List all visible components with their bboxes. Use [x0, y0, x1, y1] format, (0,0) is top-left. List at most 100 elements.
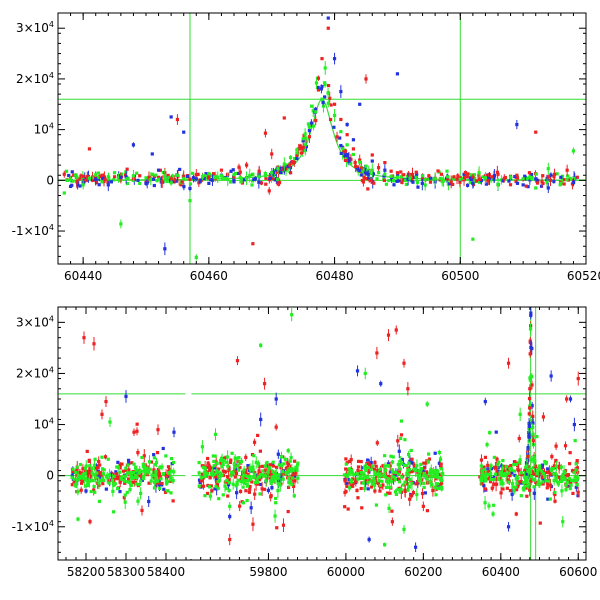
- data-point: [530, 374, 534, 379]
- data-point: [158, 474, 162, 479]
- data-point: [345, 143, 349, 147]
- data-point: [171, 174, 175, 178]
- data-point: [205, 472, 209, 476]
- data-point: [431, 488, 435, 493]
- data-point: [562, 182, 566, 186]
- data-point: [407, 452, 411, 457]
- data-point: [527, 423, 532, 427]
- data-point: [387, 485, 392, 489]
- data-point: [416, 185, 420, 189]
- data-point: [161, 446, 165, 451]
- data-point: [479, 458, 484, 462]
- data-point: [511, 485, 515, 489]
- data-point: [152, 177, 156, 181]
- data-point: [165, 489, 169, 493]
- data-point: [437, 473, 442, 477]
- data-point: [286, 485, 291, 489]
- data-point: [389, 470, 393, 474]
- data-point: [385, 491, 390, 495]
- data-point: [481, 175, 485, 179]
- data-point: [152, 453, 156, 457]
- data-point: [163, 490, 168, 494]
- data-point: [263, 171, 267, 176]
- data-point: [323, 66, 327, 70]
- data-point: [564, 483, 568, 487]
- data-point: [534, 130, 538, 134]
- data-point: [200, 464, 204, 468]
- data-point: [64, 169, 69, 173]
- data-point: [71, 469, 75, 473]
- data-point: [332, 125, 336, 129]
- data-point: [362, 476, 366, 480]
- data-point: [197, 478, 202, 482]
- data-point: [129, 483, 133, 487]
- data-point: [525, 486, 529, 490]
- data-point: [554, 458, 558, 463]
- data-point: [513, 460, 517, 464]
- y-tick-label: -1×104: [12, 519, 54, 534]
- data-point: [229, 169, 233, 173]
- data-point: [293, 459, 297, 463]
- data-point: [528, 467, 532, 472]
- data-point: [251, 242, 255, 246]
- data-point: [575, 459, 579, 463]
- data-point: [519, 471, 523, 475]
- data-point: [505, 478, 509, 482]
- data-point: [152, 183, 156, 188]
- data-point: [548, 178, 553, 182]
- data-point: [207, 181, 211, 185]
- data-point: [314, 107, 318, 111]
- data-point: [123, 173, 128, 177]
- data-point: [281, 477, 285, 481]
- data-point: [115, 477, 119, 481]
- data-point: [343, 505, 347, 509]
- data-point: [136, 178, 140, 182]
- data-point: [172, 180, 176, 184]
- data-point: [97, 481, 101, 485]
- data-point: [131, 143, 136, 147]
- data-point: [295, 151, 299, 155]
- data-point: [494, 465, 499, 469]
- data-point: [169, 456, 174, 461]
- data-point: [288, 459, 292, 463]
- data-point: [261, 473, 265, 477]
- data-point: [233, 456, 237, 460]
- data-point: [118, 489, 122, 494]
- data-point: [508, 467, 512, 471]
- data-point: [351, 152, 356, 157]
- data-point: [534, 186, 538, 190]
- data-point: [312, 124, 316, 128]
- data-point: [124, 394, 128, 399]
- data-point: [368, 176, 373, 181]
- data-point: [68, 184, 73, 189]
- data-point: [106, 457, 110, 461]
- data-point: [274, 501, 278, 505]
- data-point: [62, 191, 66, 195]
- data-point: [530, 404, 534, 408]
- data-point: [224, 460, 229, 464]
- data-point: [231, 482, 235, 486]
- data-point: [378, 467, 382, 471]
- data-point: [402, 361, 406, 365]
- data-point: [169, 469, 173, 473]
- data-point: [219, 174, 224, 178]
- data-point: [264, 182, 268, 186]
- data-point: [524, 184, 528, 188]
- data-point: [199, 476, 203, 480]
- data-point: [100, 476, 105, 480]
- data-point: [424, 461, 428, 465]
- data-point: [297, 147, 301, 151]
- data-point: [514, 476, 518, 481]
- data-point: [568, 397, 573, 401]
- data-point: [288, 163, 292, 167]
- data-point: [487, 504, 491, 508]
- data-point: [338, 136, 342, 140]
- data-point: [260, 464, 265, 468]
- data-point: [260, 487, 264, 491]
- data-point: [97, 183, 101, 187]
- data-point: [213, 487, 217, 491]
- data-point: [544, 479, 548, 483]
- data-point: [411, 180, 415, 184]
- data-point: [270, 152, 274, 156]
- data-point: [555, 172, 559, 176]
